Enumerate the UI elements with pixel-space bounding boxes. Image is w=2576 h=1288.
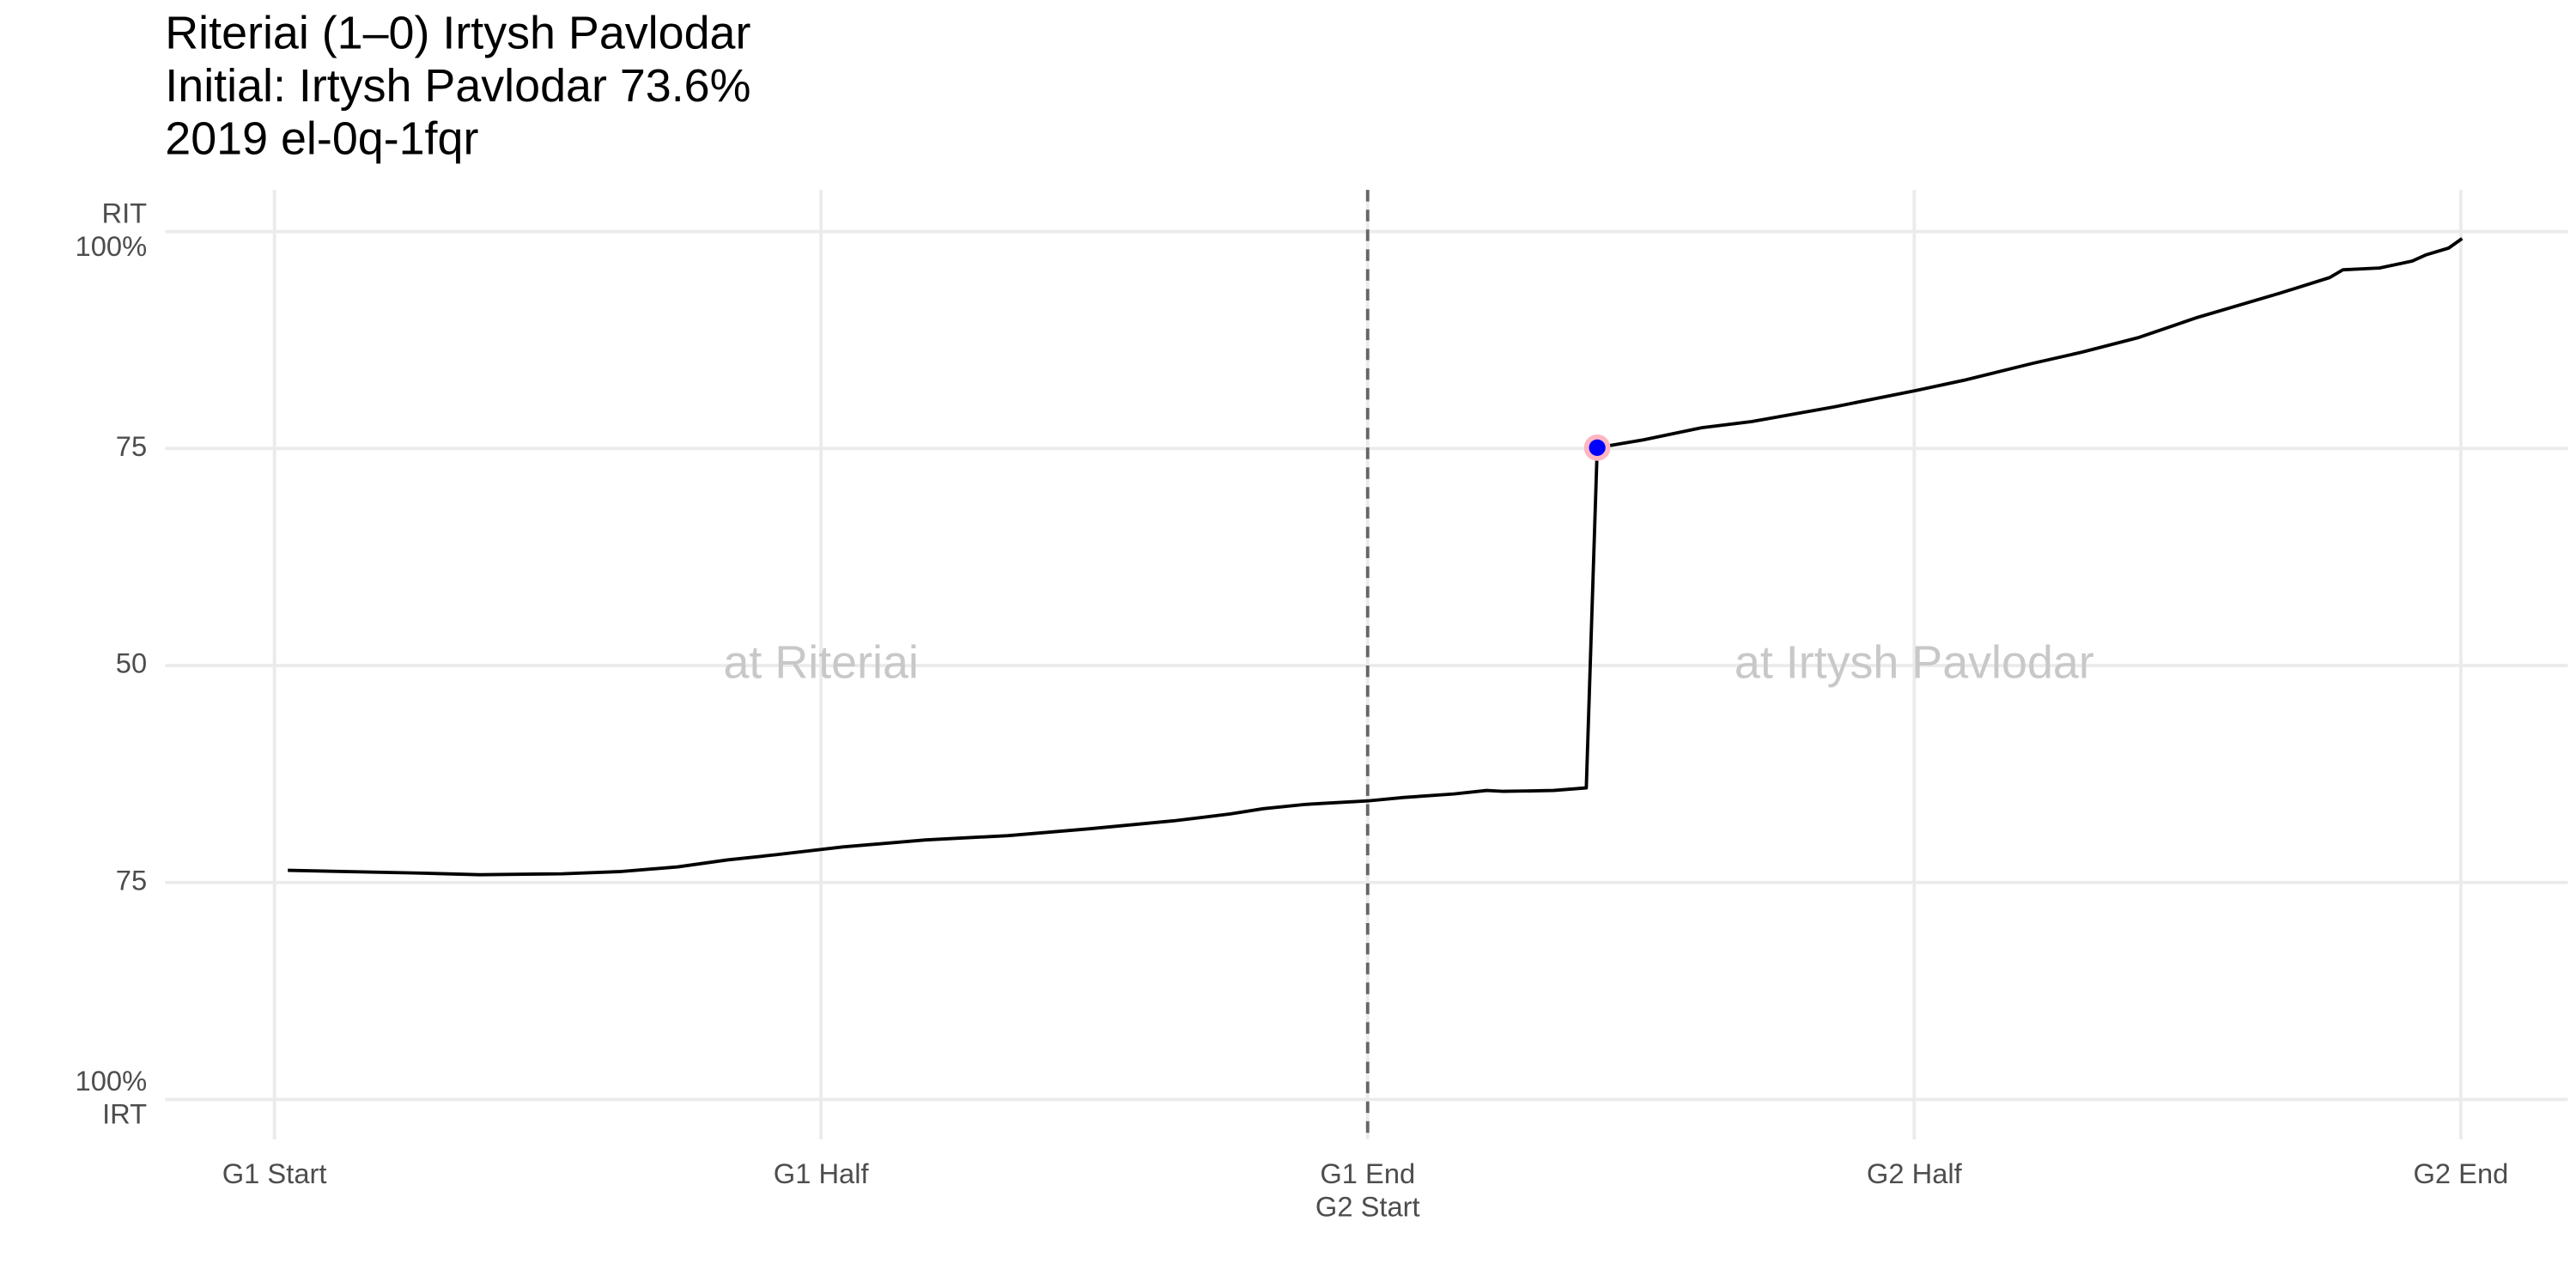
y-tick-label: 75 — [116, 430, 147, 462]
highlight-point — [1589, 439, 1606, 456]
x-tick-label: G1 End G2 Start — [1315, 1157, 1420, 1222]
x-tick-label: G1 Start — [222, 1157, 327, 1189]
x-tick-label: G2 Half — [1867, 1157, 1963, 1189]
chart-subtitle: 2019 el-0q-1fqr — [165, 113, 478, 165]
y-tick-label: 50 — [116, 647, 147, 679]
line — [288, 237, 2464, 877]
x-tick-label: G2 End — [2413, 1157, 2508, 1189]
y-tick-label: 100% IRT — [76, 1065, 148, 1129]
y-tick-label: RIT 100% — [76, 197, 148, 261]
annotation: at Irtysh Pavlodar — [1735, 636, 2094, 688]
chart-subtitle: Initial: Irtysh Pavlodar 73.6% — [165, 60, 750, 112]
annotation: at Riteriai — [724, 636, 919, 688]
x-tick-label: G1 Half — [774, 1157, 870, 1189]
y-tick-label: 75 — [116, 864, 147, 896]
chart-title: Riteriai (1–0) Irtysh Pavlodar — [165, 8, 750, 59]
